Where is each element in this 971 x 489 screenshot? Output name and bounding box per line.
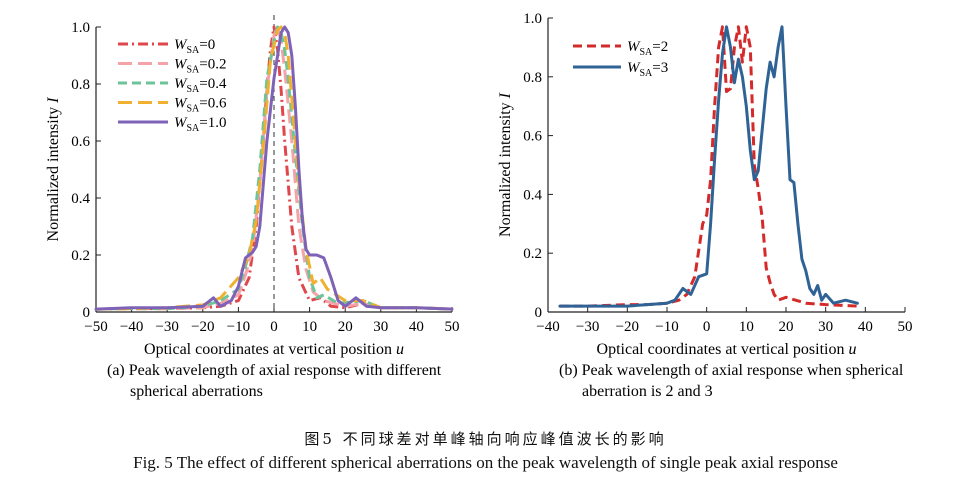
x-tick-label: 0 (270, 319, 278, 335)
x-tick-label: 30 (373, 319, 388, 335)
x-tick-label: 50 (898, 319, 913, 335)
legend-label-3: WSA=0.4 (174, 76, 227, 95)
x-axis-label: Optical coordinates at vertical position… (597, 341, 857, 358)
y-axis-label: Normalized intensity I (497, 92, 514, 237)
legend-label-1: WSA=2 (627, 39, 668, 58)
x-tick-label: 10 (302, 319, 317, 335)
chart-panel-b: −40 −30 −20 −10 0 10 20 30 40 50 0 0.2 0.4 0.6 0.8 1.0 O… (497, 11, 913, 400)
y-tick-label: 0.8 (71, 77, 90, 93)
legend-label-4: WSA=0.6 (174, 96, 227, 115)
x-tick-label: 20 (338, 319, 353, 335)
x-tick-label: −20 (616, 319, 639, 335)
x-tick-label: −40 (536, 319, 559, 335)
figure-caption-zh: 图5 不同球差对单峰轴向响应峰值波长的影响 (304, 430, 667, 448)
y-axis-label: Normalized intensity I (45, 97, 62, 242)
x-tick-label: 50 (445, 319, 460, 335)
subfigure-label-cont: aberration is 2 and 3 (582, 383, 713, 400)
x-tick-label: −30 (155, 319, 178, 335)
legend: WSA=2 WSA=3 (573, 39, 668, 79)
y-tick-label: 0.4 (71, 191, 90, 207)
legend-label-2: WSA=0.2 (174, 57, 227, 76)
legend-label-5: WSA=1.0 (174, 115, 227, 134)
chart-panel-a: −50 −40 −30 −20 −10 0 10 20 30 40 50 0 0.2 0.4 0.6 0.8 1… (45, 15, 460, 400)
y-tick-label: 0.2 (71, 248, 90, 264)
x-tick-label: −20 (191, 319, 214, 335)
y-tick-label: 0.2 (523, 246, 542, 262)
x-tick-label: 0 (703, 319, 711, 335)
legend-label-1: WSA=0 (174, 37, 215, 56)
x-tick-label: −10 (227, 319, 250, 335)
x-axis-label: Optical coordinates at vertical position… (144, 341, 404, 358)
series-line-2 (558, 25, 859, 308)
y-tick-label: 0.6 (523, 129, 542, 145)
y-tick-label: 0.6 (71, 134, 90, 150)
x-tick-label: −40 (120, 319, 143, 335)
y-tick-label: 0 (83, 305, 91, 321)
x-tick-label: −50 (84, 319, 107, 335)
x-tick-label: −30 (576, 319, 599, 335)
legend-label-2: WSA=3 (627, 60, 668, 79)
y-tick-label: 0 (535, 305, 543, 321)
x-tick-label: 30 (818, 319, 833, 335)
x-tick-label: −10 (655, 319, 678, 335)
x-tick-label: 40 (409, 319, 424, 335)
subfigure-label-cont: spherical aberrations (130, 383, 263, 400)
y-tick-label: 0.8 (523, 70, 542, 86)
y-tick-label: 1.0 (71, 20, 90, 36)
x-tick-label: 10 (739, 319, 754, 335)
x-tick-label: 40 (858, 319, 873, 335)
x-tick-label: 20 (779, 319, 794, 335)
subfigure-label: (b) Peak wavelength of axial response wh… (559, 362, 904, 379)
subfigure-label: (a) Peak wavelength of axial response wi… (107, 362, 442, 379)
figure-caption-en: Fig. 5 The effect of different spherical… (133, 453, 838, 472)
series-line-5 (94, 25, 454, 311)
y-tick-label: 1.0 (523, 11, 542, 27)
series-line-4 (95, 25, 453, 311)
y-tick-label: 0.4 (523, 187, 542, 203)
